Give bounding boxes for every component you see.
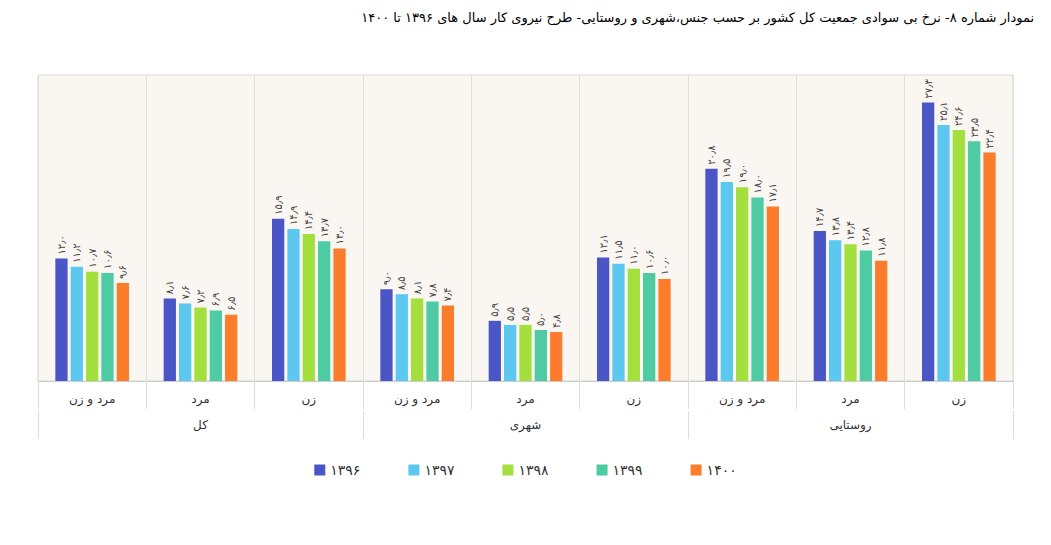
svg-text:۱۸٫۰: ۱۸٫۰ xyxy=(752,174,763,193)
svg-text:۱۰٫۷: ۱۰٫۷ xyxy=(87,248,98,268)
svg-text:۱۱٫۰: ۱۱٫۰ xyxy=(628,245,639,264)
svg-text:۱۳۹۷: ۱۳۹۷ xyxy=(424,462,455,478)
svg-text:۸٫۱: ۸٫۱ xyxy=(164,280,175,294)
svg-text:۱۲٫۸: ۱۲٫۸ xyxy=(860,226,871,246)
svg-text:شهری: شهری xyxy=(510,418,542,433)
svg-text:۵٫۰: ۵٫۰ xyxy=(535,312,546,326)
svg-text:مرد و زن: مرد و زن xyxy=(69,392,115,407)
svg-text:۷٫۴: ۷٫۴ xyxy=(442,288,453,302)
svg-text:۱۳۹۶: ۱۳۹۶ xyxy=(330,462,360,478)
svg-text:۷٫۶: ۷٫۶ xyxy=(180,285,191,299)
svg-text:۴٫۸: ۴٫۸ xyxy=(551,313,562,328)
svg-text:۱۹٫۵: ۱۹٫۵ xyxy=(721,159,732,178)
svg-text:۷٫۲: ۷٫۲ xyxy=(195,290,206,304)
svg-text:۸٫۵: ۸٫۵ xyxy=(396,276,407,290)
svg-text:۱۰٫۶: ۱۰٫۶ xyxy=(644,250,655,269)
svg-text:۵٫۵: ۵٫۵ xyxy=(520,307,531,321)
svg-text:زن: زن xyxy=(627,392,642,407)
svg-text:زن: زن xyxy=(302,392,317,407)
svg-text:زن: زن xyxy=(952,392,967,407)
svg-text:۱۹٫۰: ۱۹٫۰ xyxy=(737,164,748,183)
svg-text:۱۴٫۹: ۱۴٫۹ xyxy=(288,206,299,225)
svg-text:۵٫۵: ۵٫۵ xyxy=(505,307,516,321)
svg-text:۸٫۱: ۸٫۱ xyxy=(412,280,423,294)
svg-text:۱۰٫۶: ۱۰٫۶ xyxy=(102,250,113,269)
svg-text:۶٫۹: ۶٫۹ xyxy=(210,293,221,307)
svg-text:کل: کل xyxy=(193,418,208,432)
svg-text:مرد: مرد xyxy=(841,392,859,407)
svg-text:۱۱٫۲: ۱۱٫۲ xyxy=(71,243,82,262)
svg-text:۹٫۰: ۹٫۰ xyxy=(381,271,392,285)
svg-text:۱۷٫۱: ۱۷٫۱ xyxy=(767,183,778,202)
svg-text:۲۴٫۶: ۲۴٫۶ xyxy=(953,107,964,126)
svg-text:روستایی: روستایی xyxy=(829,418,871,433)
svg-text:۲۲٫۴: ۲۲٫۴ xyxy=(984,129,995,148)
svg-text:۱۳٫۴: ۱۳٫۴ xyxy=(845,221,856,240)
svg-text:مرد: مرد xyxy=(191,392,209,407)
svg-text:مرد: مرد xyxy=(516,392,534,407)
svg-text:۲۳٫۵: ۲۳٫۵ xyxy=(969,118,980,137)
svg-text:۲۰٫۸: ۲۰٫۸ xyxy=(706,145,717,165)
svg-text:۱۴٫۷: ۱۴٫۷ xyxy=(814,207,825,227)
svg-text:۲۷٫۳: ۲۷٫۳ xyxy=(923,79,934,99)
svg-text:۱۲٫۱: ۱۲٫۱ xyxy=(598,234,609,253)
svg-text:۱۵٫۹: ۱۵٫۹ xyxy=(273,195,284,214)
svg-text:۱۳٫۷: ۱۳٫۷ xyxy=(319,217,330,237)
svg-text:نمودار شماره ۸- نرخ بی سوادی ج: نمودار شماره ۸- نرخ بی سوادی جمعیت کل کش… xyxy=(361,10,1034,26)
svg-text:۱۰٫۰: ۱۰٫۰ xyxy=(659,256,670,275)
svg-text:۱۳٫۸: ۱۳٫۸ xyxy=(830,216,841,236)
svg-text:۱۱٫۵: ۱۱٫۵ xyxy=(613,240,624,259)
svg-text:۱۴۰۰: ۱۴۰۰ xyxy=(707,462,737,478)
svg-text:۱۱٫۸: ۱۱٫۸ xyxy=(876,237,887,257)
svg-text:مرد و زن: مرد و زن xyxy=(394,392,440,407)
svg-text:۶٫۵: ۶٫۵ xyxy=(226,297,237,311)
svg-text:۱۴٫۴: ۱۴٫۴ xyxy=(303,211,314,230)
svg-text:مرد و زن: مرد و زن xyxy=(719,392,765,407)
svg-text:۱۲٫۰: ۱۲٫۰ xyxy=(56,235,67,254)
svg-text:۷٫۸: ۷٫۸ xyxy=(427,283,438,298)
svg-text:۱۳٫۰: ۱۳٫۰ xyxy=(334,225,345,244)
svg-text:۹٫۶: ۹٫۶ xyxy=(117,265,128,279)
svg-text:۱۳۹۹: ۱۳۹۹ xyxy=(613,462,643,478)
svg-text:۲۵٫۱: ۲۵٫۱ xyxy=(938,102,949,121)
svg-text:۵٫۹: ۵٫۹ xyxy=(489,303,500,317)
svg-text:۱۳۹۸: ۱۳۹۸ xyxy=(518,462,549,478)
